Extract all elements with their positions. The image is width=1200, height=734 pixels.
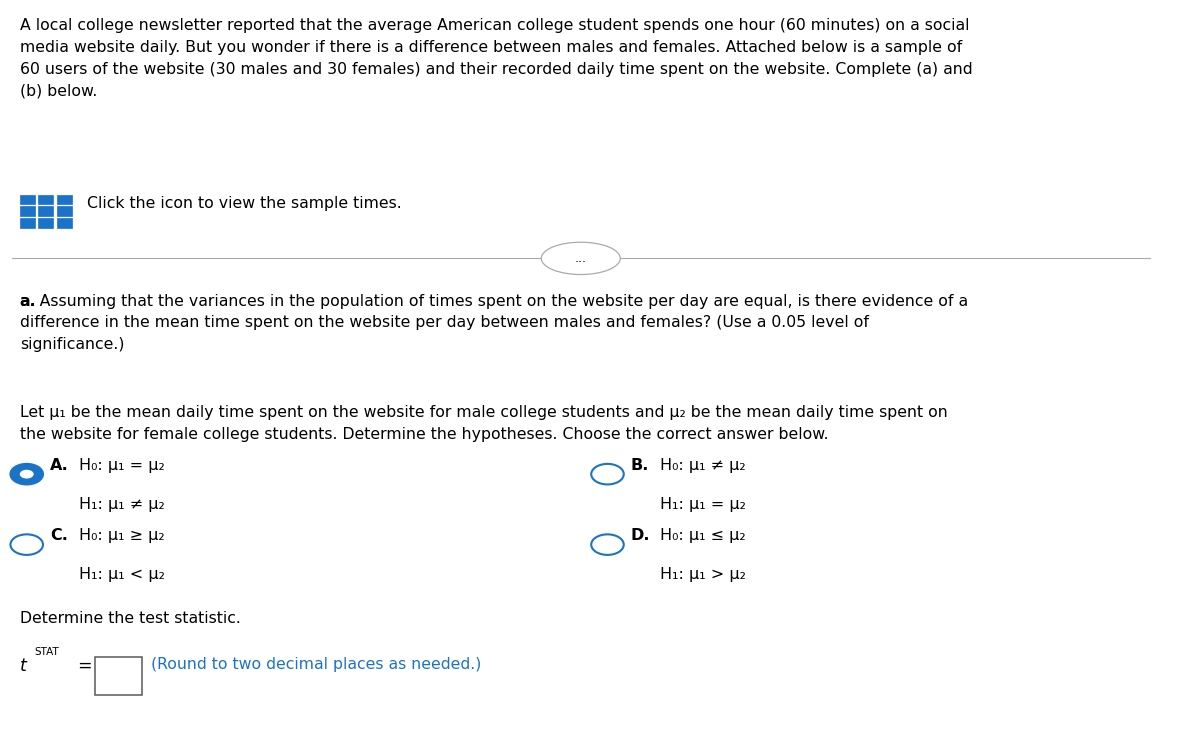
Text: Determine the test statistic.: Determine the test statistic. (19, 611, 241, 625)
FancyBboxPatch shape (56, 218, 72, 228)
Circle shape (11, 464, 43, 484)
Text: H₁: μ₁ > μ₂: H₁: μ₁ > μ₂ (660, 567, 745, 582)
Text: a. Assuming that the variances in the population of times spent on the website p: a. Assuming that the variances in the po… (19, 294, 968, 352)
Text: ...: ... (575, 252, 587, 265)
Text: t: t (19, 657, 26, 675)
Text: A.: A. (50, 458, 68, 473)
Text: H₁: μ₁ = μ₂: H₁: μ₁ = μ₂ (660, 497, 745, 512)
Text: H₀: μ₁ ≤ μ₂: H₀: μ₁ ≤ μ₂ (660, 528, 745, 543)
Circle shape (592, 534, 624, 555)
Text: Let μ₁ be the mean daily time spent on the website for male college students and: Let μ₁ be the mean daily time spent on t… (19, 405, 948, 442)
FancyBboxPatch shape (19, 206, 35, 216)
FancyBboxPatch shape (19, 195, 35, 204)
Text: H₁: μ₁ < μ₂: H₁: μ₁ < μ₂ (79, 567, 164, 582)
FancyBboxPatch shape (56, 195, 72, 204)
Text: B.: B. (631, 458, 649, 473)
Text: Click the icon to view the sample times.: Click the icon to view the sample times. (88, 196, 402, 211)
Text: D.: D. (631, 528, 650, 543)
Circle shape (19, 470, 34, 479)
FancyBboxPatch shape (38, 206, 54, 216)
FancyBboxPatch shape (38, 218, 54, 228)
Text: H₀: μ₁ ≠ μ₂: H₀: μ₁ ≠ μ₂ (660, 458, 745, 473)
FancyBboxPatch shape (19, 218, 35, 228)
Text: (Round to two decimal places as needed.): (Round to two decimal places as needed.) (151, 657, 481, 672)
Text: H₀: μ₁ = μ₂: H₀: μ₁ = μ₂ (79, 458, 164, 473)
Text: a.: a. (19, 294, 36, 308)
Circle shape (11, 534, 43, 555)
Text: H₀: μ₁ ≥ μ₂: H₀: μ₁ ≥ μ₂ (79, 528, 164, 543)
Ellipse shape (541, 242, 620, 275)
FancyBboxPatch shape (38, 195, 54, 204)
Text: =: = (77, 657, 91, 675)
Text: STAT: STAT (35, 647, 60, 658)
Text: H₁: μ₁ ≠ μ₂: H₁: μ₁ ≠ μ₂ (79, 497, 164, 512)
FancyBboxPatch shape (56, 206, 72, 216)
Text: C.: C. (50, 528, 68, 543)
FancyBboxPatch shape (95, 657, 142, 695)
Circle shape (592, 464, 624, 484)
Text: A local college newsletter reported that the average American college student sp: A local college newsletter reported that… (19, 18, 972, 98)
